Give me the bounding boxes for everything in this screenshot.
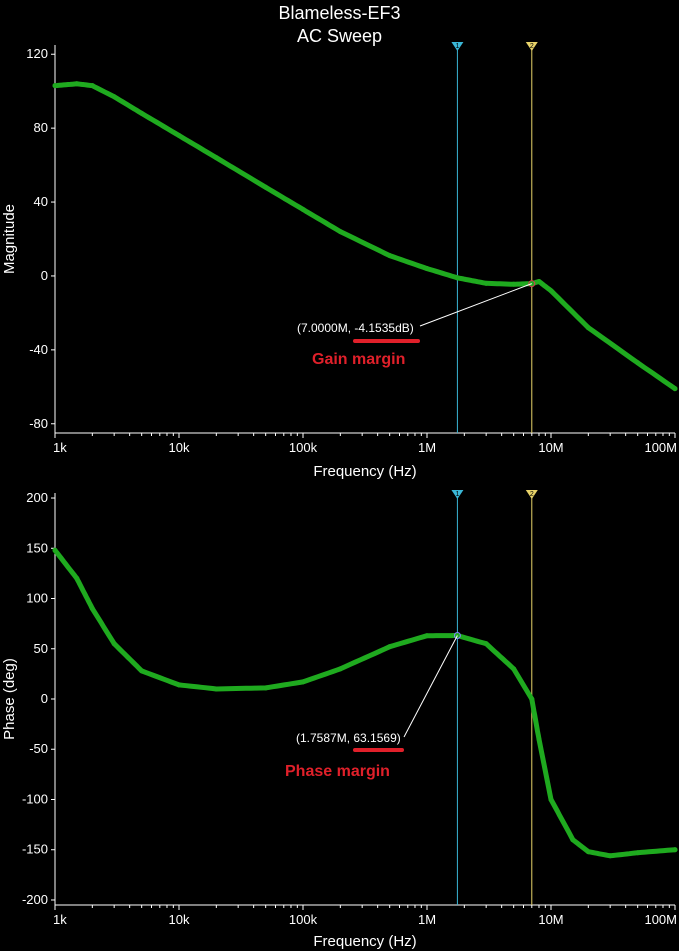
phase-axes-frame [54, 493, 675, 906]
phase-ytick-label: -100 [22, 791, 48, 806]
mag-cursor-2-number: 2 [530, 43, 534, 50]
phase-data-point [89, 606, 95, 612]
mag-cursor-1-marker [451, 42, 464, 51]
phase-data-point [213, 686, 219, 692]
chart-title: Blameless-EF3 AC Sweep [0, 2, 679, 48]
mag-data-point [585, 325, 591, 331]
phase-cursor-2-number: 2 [530, 491, 534, 498]
mag-xtick-label: 100k [289, 440, 318, 455]
mag-data-point [536, 278, 542, 284]
phase-xtick-label: 1k [53, 912, 67, 927]
phase-ytick-label: -150 [22, 842, 48, 857]
chart-title-line2: AC Sweep [296, 26, 383, 46]
mag-annotation-leader [419, 283, 532, 327]
mag-data-point [548, 288, 554, 294]
phase-data-point [337, 666, 343, 672]
mag-data-point [89, 83, 95, 89]
phase-data-point [263, 685, 269, 691]
phase-data-point [635, 850, 641, 856]
phase-annotation-leader [403, 635, 458, 738]
mag-ytick-label: -80 [29, 416, 48, 431]
mag-data-point [424, 266, 430, 272]
phase-ytick-label: -200 [22, 892, 48, 907]
phase-ytick-label: 0 [41, 691, 48, 706]
mag-xtick-label: 10k [169, 440, 190, 455]
mag-xtick-label: 1M [418, 440, 436, 455]
mag-y-axis-label: Magnitude [1, 204, 18, 274]
mag-cursor-2-marker [525, 42, 538, 51]
mag-x-axis-label: Frequency (Hz) [313, 463, 416, 480]
phase-ytick-label: -50 [29, 741, 48, 756]
phase-y-axis-label: Phase (deg) [1, 658, 18, 740]
mag-data-point [511, 281, 517, 287]
mag-data-point [52, 83, 58, 89]
phase-margin-label: Phase margin [285, 763, 390, 780]
mag-data-point [672, 386, 678, 392]
phase-data-point [536, 736, 542, 742]
mag-ytick-label: 40 [34, 194, 48, 209]
mag-cursor-point [528, 280, 536, 288]
phase-data-point [672, 847, 678, 853]
phase-xtick-label: 10M [538, 912, 563, 927]
phase-annotation-label: (1.7587M, 63.1569) [296, 731, 401, 745]
mag-xtick-label: 1k [53, 440, 67, 455]
phase-cursor-1-number: 1 [455, 491, 459, 498]
phase-ytick-label: 50 [34, 641, 48, 656]
phase-data-point [176, 682, 182, 688]
phase-trace [52, 547, 678, 859]
phase-ytick-label: 100 [26, 591, 48, 606]
phase-xtick-label: 1M [418, 912, 436, 927]
phase-xtick-label: 100k [289, 912, 318, 927]
phase-data-point [585, 849, 591, 855]
mag-xtick-label: 10M [538, 440, 563, 455]
phase-data-point [483, 641, 489, 647]
mag-xtick-label: 100M [644, 440, 677, 455]
mag-data-point [635, 360, 641, 366]
phase-x-axis-label: Frequency (Hz) [313, 933, 416, 950]
mag-ytick-label: 120 [26, 46, 48, 61]
phase-ytick-label: 150 [26, 540, 48, 555]
mag-data-point [454, 275, 460, 281]
mag-data-point [74, 81, 80, 87]
mag-data-point [139, 110, 145, 116]
phase-data-point [454, 633, 460, 639]
mag-data-point [213, 155, 219, 161]
mag-data-point [176, 133, 182, 139]
mag-ytick-label: 0 [41, 268, 48, 283]
mag-margin-label: Gain margin [312, 351, 405, 368]
phase-cursor-1-marker [451, 490, 464, 499]
phase-data-point [607, 853, 613, 859]
mag-data-point [387, 253, 393, 259]
mag-ytick-label: -40 [29, 342, 48, 357]
mag-data-point [263, 184, 269, 190]
phase-data-point [52, 547, 58, 553]
phase-xtick-label: 100M [644, 912, 677, 927]
phase-data-point [511, 666, 517, 672]
mag-data-point [483, 280, 489, 286]
mag-data-point [111, 94, 117, 100]
mag-annotation-label: (7.0000M, -4.1535dB) [297, 321, 414, 335]
phase-data-point [424, 633, 430, 639]
mag-ytick-label: 80 [34, 120, 48, 135]
chart-title-line1: Blameless-EF3 [278, 3, 401, 23]
phase-data-point [74, 575, 80, 581]
phase-data-point [570, 837, 576, 843]
mag-cursor-1-number: 1 [455, 43, 459, 50]
phase-data-point [529, 696, 535, 702]
mag-data-point [529, 281, 535, 287]
phase-data-point [300, 679, 306, 685]
phase-ytick-label: 200 [26, 490, 48, 505]
phase-data-point [387, 644, 393, 650]
mag-data-point [337, 229, 343, 235]
mag-data-point [300, 206, 306, 212]
phase-data-point [111, 641, 117, 647]
phase-cursor-point [453, 632, 461, 640]
phase-data-point [139, 668, 145, 674]
phase-cursor-2-marker [525, 490, 538, 499]
phase-xtick-label: 10k [169, 912, 190, 927]
phase-data-point [548, 796, 554, 802]
mag-axes-frame [54, 45, 675, 434]
